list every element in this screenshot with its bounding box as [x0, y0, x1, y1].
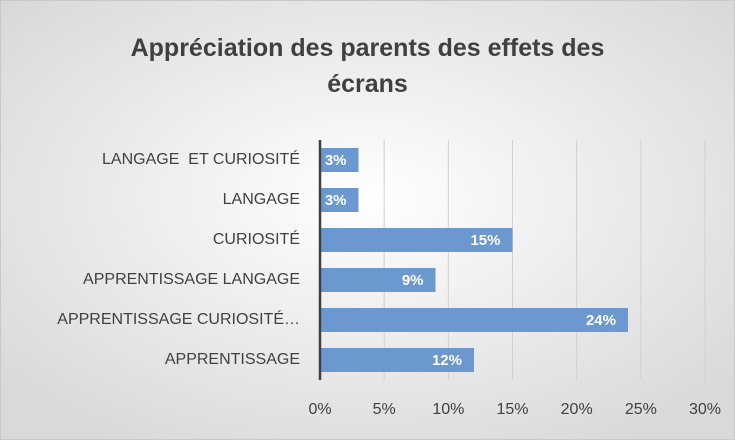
y-tick-label: LANGAGE — [223, 191, 300, 208]
y-tick-label: APPRENTISSAGE LANGAGE — [83, 271, 300, 288]
y-tick-label: APPRENTISSAGE CURIOSITÉ… — [57, 309, 300, 328]
chart-title: Appréciation des parents des effets des … — [130, 34, 605, 98]
y-tick-label: LANGAGE ET CURIOSITÉ — [102, 149, 300, 168]
x-tick-label: 15% — [496, 401, 528, 418]
y-tick-label: APPRENTISSAGE — [165, 351, 300, 368]
x-tick-label: 10% — [432, 401, 464, 418]
value-label: 15% — [470, 232, 500, 249]
value-label: 9% — [402, 272, 424, 289]
bar — [320, 308, 628, 332]
value-label: 24% — [586, 312, 616, 329]
value-label: 3% — [325, 152, 347, 169]
value-label: 3% — [325, 192, 347, 209]
x-tick-label: 5% — [373, 401, 396, 418]
bar — [320, 188, 359, 212]
x-tick-label: 25% — [625, 401, 657, 418]
y-tick-label: CURIOSITÉ — [213, 229, 300, 248]
value-label: 12% — [432, 352, 462, 369]
x-tick-label: 20% — [561, 401, 593, 418]
bar — [320, 268, 436, 292]
bar — [320, 228, 513, 252]
x-tick-label: 30% — [689, 401, 721, 418]
bar — [320, 348, 474, 372]
bar — [320, 148, 359, 172]
x-tick-label: 0% — [308, 401, 331, 418]
